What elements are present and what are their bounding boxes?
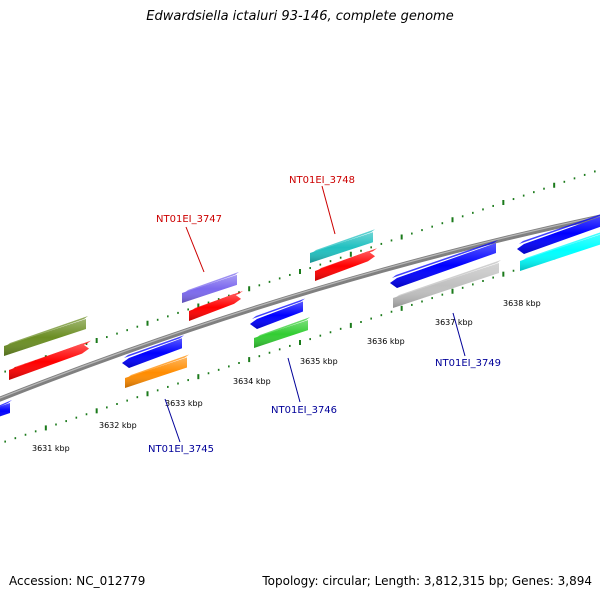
gene-shading	[517, 216, 600, 254]
gene-features	[0, 214, 600, 417]
gene-shading	[310, 232, 373, 263]
genome-summary: Topology: circular; Length: 3,812,315 bp…	[262, 574, 592, 588]
gene-bevel	[6, 315, 88, 346]
leader-line-3747	[185, 226, 205, 273]
gene-shading	[0, 403, 10, 417]
gene-blue-right	[517, 214, 600, 254]
gene-shading	[390, 243, 496, 288]
gene-blue-left	[0, 400, 12, 417]
tick-label-3633: 3633 kbp	[165, 399, 203, 408]
map-title: Edwardsiella ictaluri 93-146, complete g…	[146, 9, 454, 24]
gene-bevel	[252, 298, 305, 319]
leader-line-3749	[452, 312, 466, 357]
leader-line-3748	[321, 185, 336, 235]
gene-shading	[189, 293, 241, 321]
gene-label-3746: NT01EI_3746	[271, 405, 337, 416]
tick-label-3637: 3637 kbp	[435, 318, 473, 327]
leader-line-3745	[164, 398, 181, 443]
gene-shading	[182, 274, 237, 303]
gene-cyan-right	[520, 232, 600, 271]
gene-red-3748	[315, 248, 377, 281]
gene-bevel	[0, 400, 12, 407]
gene-blue-3749	[390, 240, 498, 288]
gene-bevel	[124, 335, 184, 358]
annotations: 3631 kbp 3632 kbp 3633 kbp 3634 kbp 3635…	[32, 175, 541, 455]
leader-line-3746	[287, 357, 301, 403]
gene-red-3747	[189, 290, 243, 321]
gene-shading	[125, 357, 187, 388]
gene-shading	[315, 251, 375, 281]
gene-blue-3745	[122, 335, 184, 368]
gene-bevel	[127, 354, 189, 378]
gene-shading	[520, 234, 600, 271]
gene-label-3748: NT01EI_3748	[289, 175, 355, 186]
gene-shading	[393, 263, 499, 308]
gene-silver-3749	[393, 260, 501, 308]
genome-backbone	[0, 214, 600, 402]
gene-bevel	[519, 214, 600, 244]
backbone-line	[0, 214, 600, 402]
gene-green-3746	[254, 317, 310, 348]
gene-olive	[4, 315, 88, 356]
tick-label-3632: 3632 kbp	[99, 421, 137, 430]
gene-label-3747: NT01EI_3747	[156, 214, 222, 225]
gene-label-3749: NT01EI_3749	[435, 358, 501, 369]
gene-shading	[254, 320, 308, 348]
gene-shading	[4, 318, 86, 356]
gene-bevel	[395, 260, 501, 298]
tick-label-3631: 3631 kbp	[32, 444, 70, 453]
gene-bevel	[256, 317, 310, 338]
gene-red-1	[9, 340, 91, 380]
gene-bevel	[184, 271, 239, 293]
gene-bevel	[522, 232, 600, 261]
gene-blue-3746	[250, 298, 305, 329]
gene-purple-3747	[182, 271, 239, 303]
gene-label-3745: NT01EI_3745	[148, 444, 214, 455]
gene-shading	[250, 301, 303, 329]
tick-label-3634: 3634 kbp	[233, 377, 271, 386]
backbone-highlight	[0, 215, 600, 399]
gene-bevel	[312, 229, 375, 253]
gene-shading	[9, 343, 89, 380]
tick-label-3638: 3638 kbp	[503, 299, 541, 308]
gene-shading	[122, 338, 182, 368]
accession-label: Accession: NC_012779	[9, 574, 146, 588]
tick-label-3636: 3636 kbp	[367, 337, 405, 346]
gene-teal-3748	[310, 229, 375, 263]
gene-orange-3745	[125, 354, 189, 388]
upper-tick-track	[4, 170, 596, 373]
tick-label-3635: 3635 kbp	[300, 357, 338, 366]
gene-bevel	[392, 240, 498, 278]
